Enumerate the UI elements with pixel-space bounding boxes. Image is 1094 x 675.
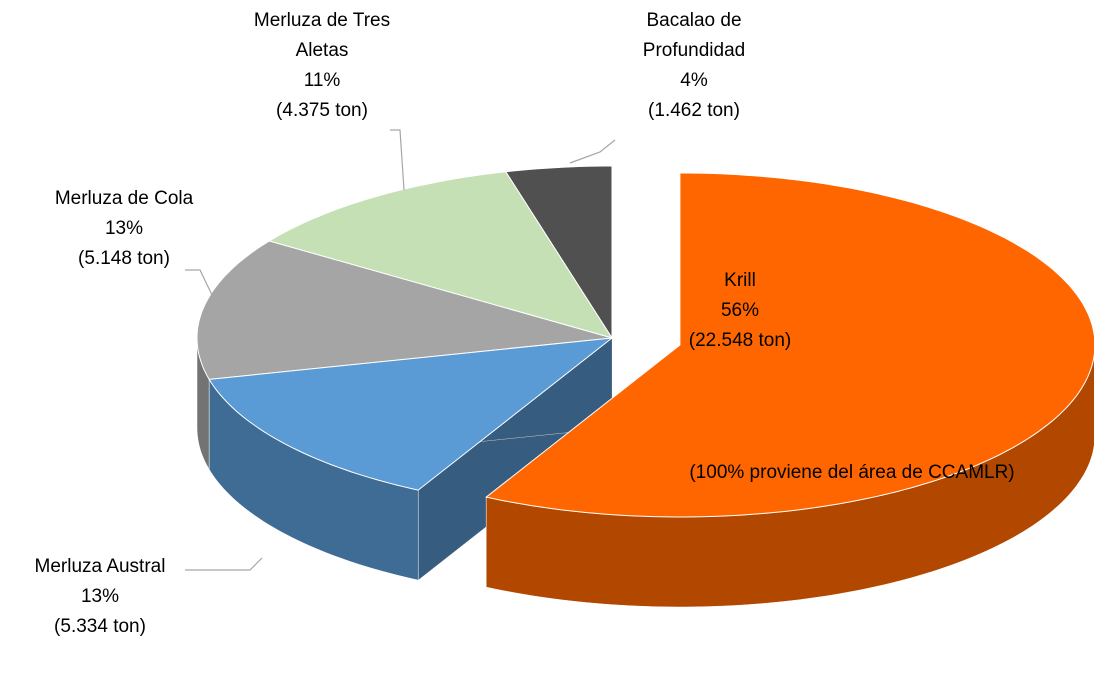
slice xyxy=(268,171,614,339)
annotation: (100% proviene del área de CCAMLR) xyxy=(689,462,1015,483)
slice xyxy=(504,165,613,340)
label-tons: (22.548 ton) xyxy=(688,330,792,351)
label-tons: (5.334 ton) xyxy=(54,616,146,637)
slice-wall xyxy=(486,356,1094,607)
leader-line xyxy=(390,129,405,191)
slice xyxy=(485,172,1094,518)
leader-line xyxy=(185,557,263,571)
slice-label: Merluza de Tres Aletas 11% (4.375 ton) xyxy=(237,6,407,126)
slice-label: Bacalao de Profundidad 4% (1.462 ton) xyxy=(629,6,759,126)
label-tons: (5.148 ton) xyxy=(78,248,170,269)
label-pct: 56% xyxy=(720,300,760,321)
slices xyxy=(196,165,1094,608)
leader-line xyxy=(569,139,616,164)
label-pct: 13% xyxy=(80,586,120,607)
label-pct: 13% xyxy=(104,218,144,239)
label-pct: 4% xyxy=(680,70,708,91)
slice-label: Merluza de Cola 13% (5.148 ton) xyxy=(24,184,224,274)
slice-label: Merluza Austral 13% (5.334 ton) xyxy=(0,552,200,642)
leader-line xyxy=(185,269,213,296)
slice-wall xyxy=(197,338,210,470)
label-name: Krill xyxy=(724,270,756,291)
label-name: Merluza de Cola xyxy=(54,188,194,209)
slice xyxy=(196,240,613,380)
label-tons: (4.375 ton) xyxy=(276,100,368,121)
slice-wall xyxy=(209,379,419,581)
label-pct: 11% xyxy=(303,70,341,91)
label-name: Merluza de Tres Aletas xyxy=(253,10,391,61)
label-tons: (1.462 ton) xyxy=(648,100,740,121)
slice xyxy=(208,337,614,491)
label-name: Merluza Austral xyxy=(34,556,166,577)
label-name: Bacalao de Profundidad xyxy=(642,10,746,61)
slice-label: Krill 56% (22.548 ton) xyxy=(640,266,840,356)
leader-lines xyxy=(185,129,616,571)
